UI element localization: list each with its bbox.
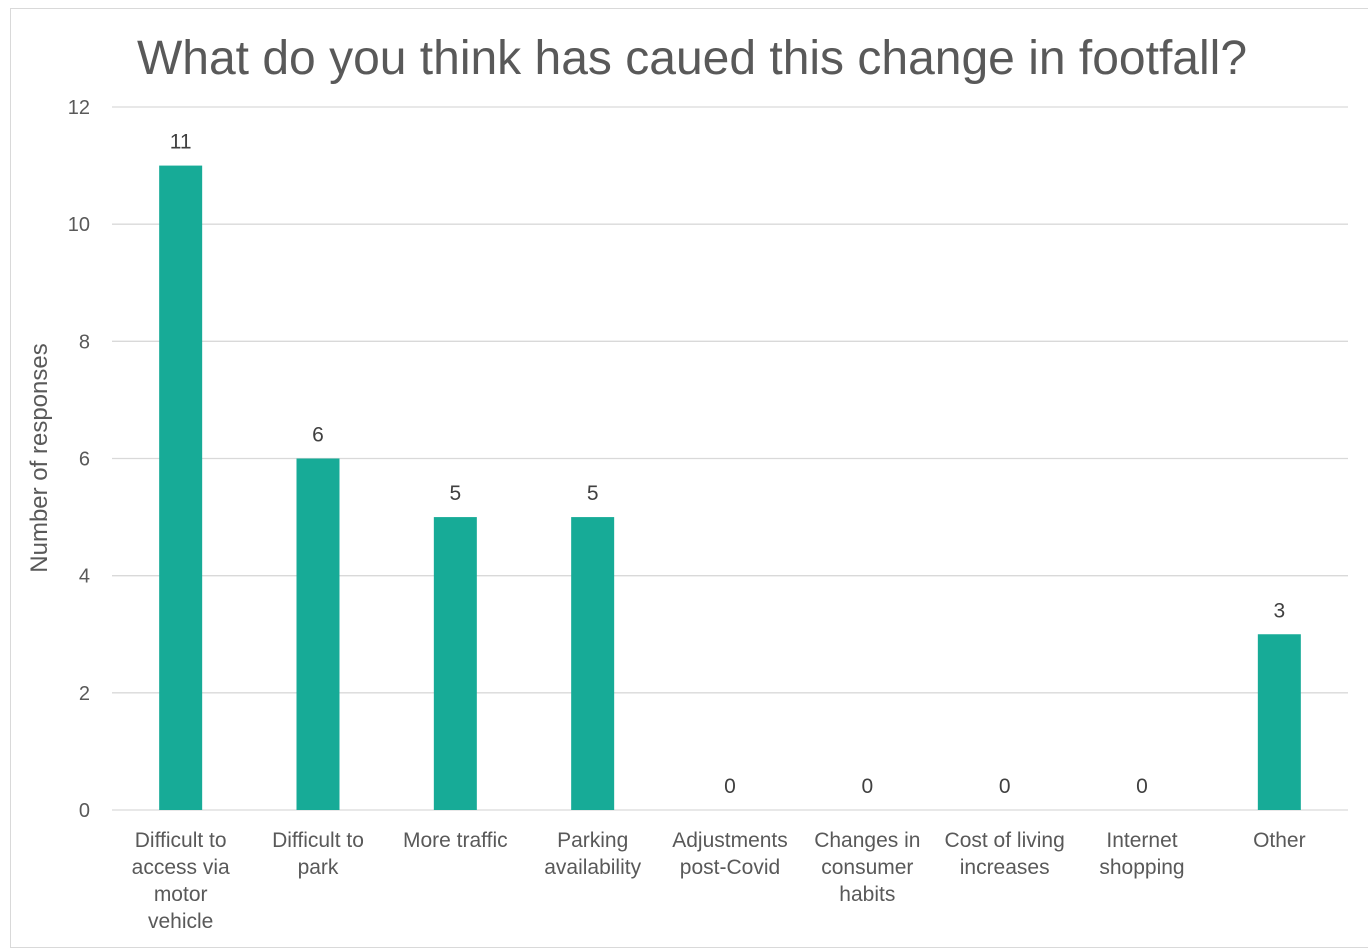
x-category-label-line: Cost of living [945, 829, 1065, 852]
x-category-label-line: shopping [1099, 856, 1184, 879]
x-category-label-line: increases [960, 856, 1050, 879]
data-label: 5 [449, 482, 461, 505]
x-category-label: Difficult to access via motor vehicle [132, 829, 230, 933]
x-category-label-line: More traffic [403, 829, 508, 852]
bar [1257, 634, 1301, 810]
data-label: 5 [587, 482, 599, 505]
data-label: 11 [170, 131, 192, 154]
x-category-label: Difficult to park [272, 829, 364, 879]
y-tick-label: 12 [68, 97, 90, 119]
bar [433, 517, 477, 810]
x-category-label: More traffic [403, 829, 508, 852]
chart-title: What do you think has caued this change … [136, 32, 1248, 85]
x-category-label: Internet shopping [1099, 829, 1184, 879]
x-category-label-line: habits [839, 883, 895, 906]
y-tick-label: 4 [79, 566, 90, 588]
bar [571, 517, 615, 810]
data-label: 0 [724, 775, 736, 798]
x-category-label: Parking availability [544, 829, 641, 879]
y-tick-label: 2 [79, 683, 90, 705]
x-category-label-line: Difficult to [272, 829, 364, 852]
x-category-label: Other [1253, 829, 1306, 852]
x-category-label-line: motor [154, 883, 208, 906]
data-label: 0 [999, 775, 1011, 798]
x-category-label: Changes in consumer habits [814, 829, 920, 906]
x-category-label: Adjustments post-Covid [672, 829, 788, 879]
x-category-label-line: vehicle [148, 910, 213, 933]
y-tick-label: 10 [68, 214, 90, 236]
x-category-label-line: park [298, 856, 339, 879]
y-axis-label: Number of responses [26, 343, 53, 573]
x-category-label-line: Internet [1106, 829, 1177, 852]
x-category-label-line: Changes in [814, 829, 920, 852]
x-category-label-line: availability [544, 856, 641, 879]
x-category-label-line: access via [132, 856, 230, 879]
data-label: 0 [1136, 775, 1148, 798]
x-category-label-line: post-Covid [680, 856, 780, 879]
y-tick-label: 6 [79, 449, 90, 471]
bar [159, 165, 203, 811]
x-category-label-line: consumer [821, 856, 913, 879]
data-label: 0 [861, 775, 873, 798]
x-category-label-line: Other [1253, 829, 1306, 852]
x-category-label: Cost of living increases [945, 829, 1065, 879]
data-label: 6 [312, 424, 324, 447]
data-label: 3 [1273, 599, 1285, 622]
x-category-label-line: Adjustments [672, 829, 788, 852]
bar [296, 458, 340, 810]
x-category-label-line: Difficult to [135, 829, 227, 852]
x-category-label-line: Parking [557, 829, 628, 852]
y-tick-label: 0 [79, 800, 90, 822]
y-tick-label: 8 [79, 331, 90, 353]
